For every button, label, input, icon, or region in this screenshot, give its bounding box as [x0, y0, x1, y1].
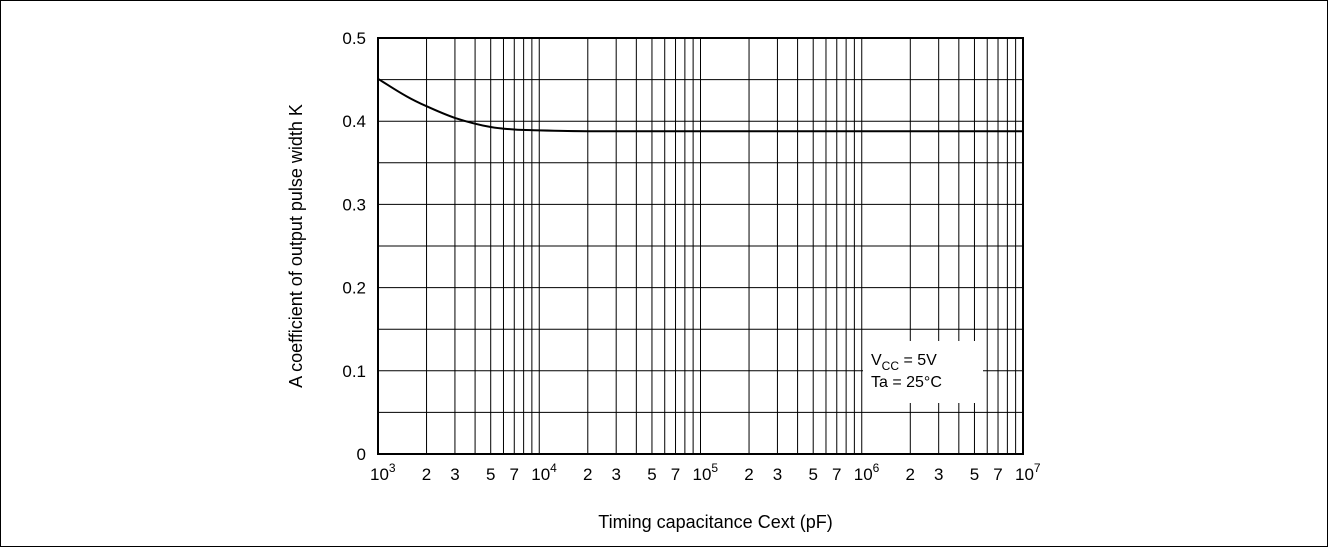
x-tick-base: 10 [531, 465, 550, 484]
x-tick-exponent: 4 [550, 461, 557, 475]
y-axis-title: A coefficient of output pulse width K [286, 104, 306, 388]
x-tick-label-minor: 3 [450, 465, 459, 484]
x-tick-exponent: 7 [1034, 461, 1041, 475]
x-tick-label-minor: 2 [744, 465, 753, 484]
x-tick-label-minor: 3 [773, 465, 782, 484]
annotation-line: VCC = 5V [871, 352, 937, 373]
x-tick-label-minor: 3 [934, 465, 943, 484]
y-tick-label: 0.5 [342, 29, 366, 48]
x-tick-label-minor: 2 [906, 465, 915, 484]
plot-area-border [377, 37, 1024, 455]
x-tick-exponent: 3 [389, 461, 396, 475]
x-tick-label-minor: 7 [993, 465, 1002, 484]
series-line-0 [377, 77, 1023, 133]
x-tick-labels: 103 2 3 5 7 104 2 3 5 7 105 2 3 5 7 106 2 3 5 7 107 [370, 461, 1041, 484]
x-tick-label-decade: 104 [531, 461, 557, 484]
annotation-main: V [871, 352, 882, 369]
y-tick-label: 0 [357, 445, 366, 464]
x-tick-label-minor: 7 [510, 465, 519, 484]
annotation-rest: = 5V [899, 352, 937, 369]
x-axis-title: Timing capacitance Cext (pF) [598, 512, 832, 532]
x-tick-base: 10 [693, 465, 712, 484]
x-tick-exponent: 6 [873, 461, 880, 475]
x-tick-label-minor: 5 [486, 465, 495, 484]
x-tick-label-minor: 2 [422, 465, 431, 484]
x-tick-base: 10 [1015, 465, 1034, 484]
x-tick-base: 10 [370, 465, 389, 484]
y-tick-label: 0.1 [342, 362, 366, 381]
y-tick-label: 0.2 [342, 279, 366, 298]
x-tick-base: 10 [854, 465, 873, 484]
x-tick-exponent: 5 [711, 461, 718, 475]
y-tick-label: 0.4 [342, 112, 366, 131]
x-tick-label-decade: 106 [854, 461, 880, 484]
x-tick-label-minor: 2 [583, 465, 592, 484]
x-tick-label-minor: 5 [647, 465, 656, 484]
series-layer [377, 77, 1023, 133]
annotation-background [863, 341, 983, 403]
y-tick-labels: 0 0.1 0.2 0.3 0.4 0.5 [342, 29, 366, 464]
annotation-subscript: CC [882, 359, 900, 373]
y-tick-label: 0.3 [342, 195, 366, 214]
x-tick-label-minor: 3 [611, 465, 620, 484]
x-tick-label-minor: 5 [970, 465, 979, 484]
x-tick-label-minor: 7 [671, 465, 680, 484]
x-tick-label-minor: 7 [832, 465, 841, 484]
annotation-line: Ta = 25°C [871, 374, 942, 391]
x-tick-label-decade: 105 [693, 461, 719, 484]
x-tick-label-decade: 103 [370, 461, 396, 484]
annotation-main: Ta = 25°C [871, 374, 942, 391]
x-tick-label-decade: 107 [1015, 461, 1041, 484]
x-tick-label-minor: 5 [808, 465, 817, 484]
